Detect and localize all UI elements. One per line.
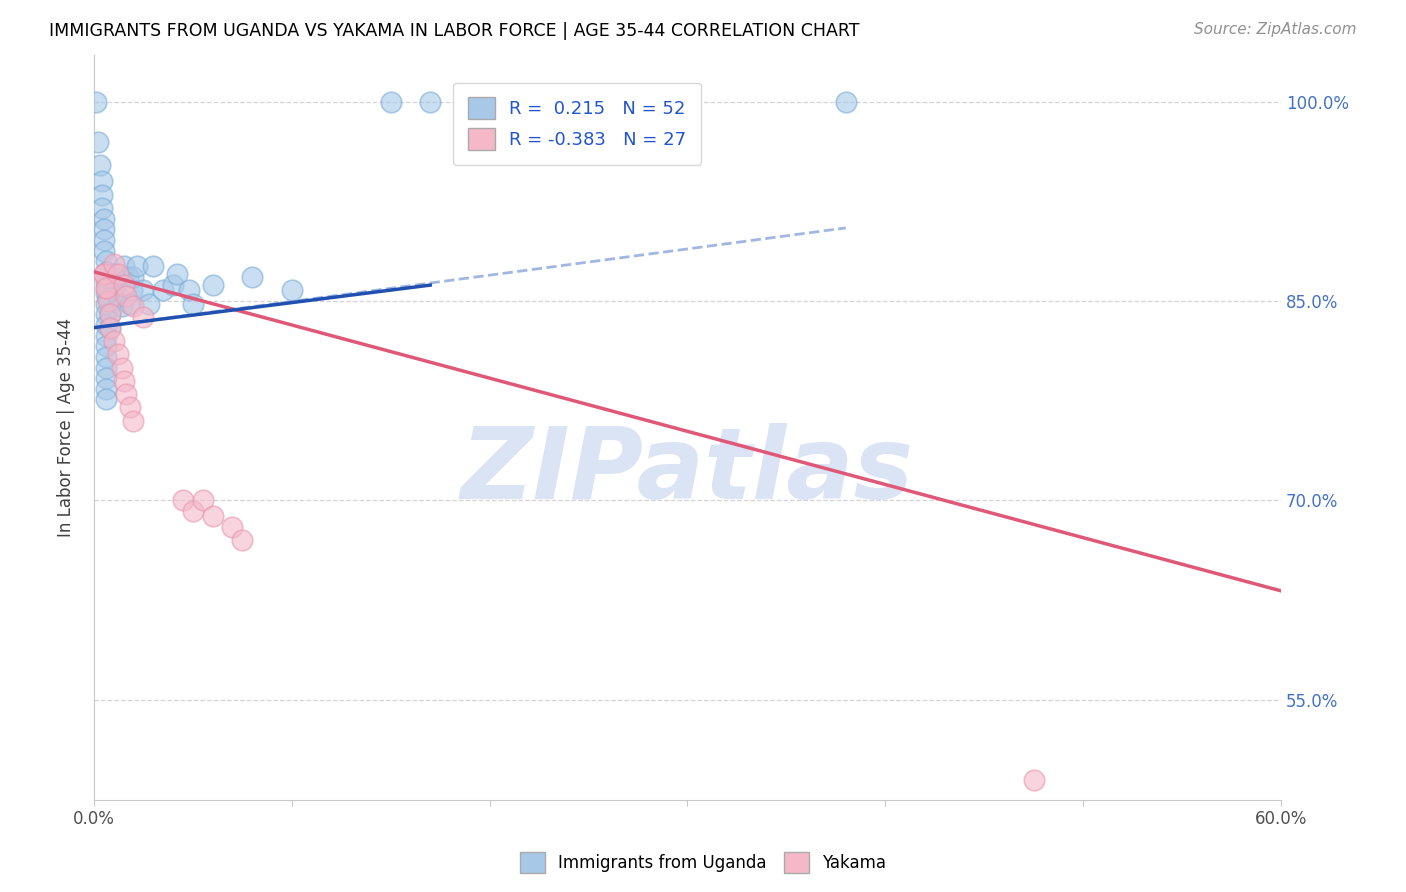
Point (98, 320, 121, 334)
Point (93, 222, 115, 236)
Point (94, 328, 117, 343)
Point (166, 268, 188, 282)
Point (111, 299, 134, 313)
Point (97, 294, 120, 309)
Point (138, 296, 160, 310)
Y-axis label: In Labor Force | Age 35-44: In Labor Force | Age 35-44 (58, 318, 75, 537)
Legend: Immigrants from Uganda, Yakama: Immigrants from Uganda, Yakama (513, 846, 893, 880)
Point (94, 360, 117, 375)
Point (162, 278, 184, 293)
Text: IMMIGRANTS FROM UGANDA VS YAKAMA IN LABOR FORCE | AGE 35-44 CORRELATION CHART: IMMIGRANTS FROM UGANDA VS YAKAMA IN LABO… (49, 22, 859, 40)
Point (94, 296, 117, 310)
Point (122, 299, 145, 313)
Point (90, 201, 112, 215)
Point (97, 292, 120, 306)
Point (94, 350, 117, 364)
Point (114, 387, 136, 401)
Point (121, 284, 143, 298)
Point (103, 257, 125, 271)
Point (90, 187, 112, 202)
Point (93, 233, 115, 247)
Point (94, 307, 117, 321)
Point (380, 95, 402, 109)
Point (98, 307, 121, 321)
Point (107, 347, 129, 361)
Point (94, 281, 117, 295)
Point (93, 211, 115, 226)
Point (94, 281, 117, 295)
Point (103, 268, 125, 282)
Point (117, 270, 139, 285)
Point (90, 174, 112, 188)
Point (94, 265, 117, 279)
Point (114, 289, 136, 303)
Point (127, 260, 149, 274)
Point (94, 339, 117, 353)
Point (94, 254, 117, 268)
Point (93, 268, 115, 282)
Point (98, 307, 121, 321)
Text: Source: ZipAtlas.com: Source: ZipAtlas.com (1194, 22, 1357, 37)
Point (132, 284, 155, 298)
Point (191, 493, 214, 508)
Point (122, 414, 145, 428)
Point (94, 382, 117, 396)
Point (835, 95, 858, 109)
Point (201, 278, 224, 293)
Point (94, 276, 117, 290)
Point (201, 509, 224, 524)
Point (94, 371, 117, 385)
Point (104, 278, 127, 293)
Point (87, 135, 110, 149)
Point (172, 493, 194, 508)
Point (93, 244, 115, 258)
Point (181, 296, 204, 310)
Point (118, 401, 141, 415)
Point (240, 270, 263, 285)
Point (419, 95, 441, 109)
Point (84, 95, 107, 109)
Point (98, 320, 121, 334)
Point (118, 296, 141, 310)
Point (221, 520, 243, 534)
Point (132, 310, 155, 324)
Point (231, 533, 253, 548)
Point (112, 374, 135, 388)
Point (177, 284, 200, 298)
Point (122, 270, 145, 285)
Point (181, 504, 204, 518)
Point (142, 260, 165, 274)
Point (112, 278, 135, 293)
Point (1022, 772, 1045, 787)
Point (152, 284, 174, 298)
Point (89, 159, 111, 173)
Point (93, 268, 115, 282)
Point (281, 284, 304, 298)
Point (97, 281, 120, 295)
Point (103, 334, 125, 348)
Point (107, 289, 129, 303)
Text: ZIPatlas: ZIPatlas (461, 424, 914, 521)
Point (107, 268, 129, 282)
Legend: R =  0.215   N = 52, R = -0.383   N = 27: R = 0.215 N = 52, R = -0.383 N = 27 (453, 83, 700, 165)
Point (94, 318, 117, 332)
Point (94, 392, 117, 407)
Point (112, 260, 135, 274)
Point (111, 360, 134, 375)
Point (94, 286, 117, 301)
